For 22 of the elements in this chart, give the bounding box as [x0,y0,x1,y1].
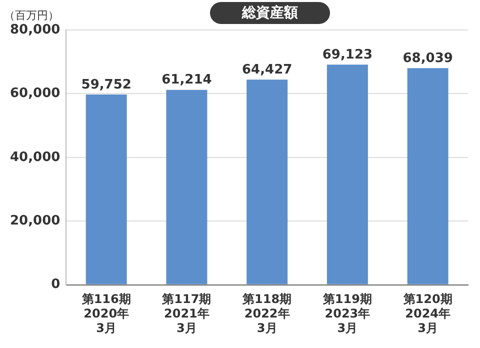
x-tick-label: 第118期 2022年 3月 [242,292,292,335]
bar [86,94,127,284]
y-tick-label: 0 [51,277,60,292]
data-label: 69,123 [322,48,373,63]
x-tick-label: 第119期 2023年 3月 [322,292,372,335]
data-label: 64,427 [242,62,292,78]
bar [407,68,448,284]
bar [166,90,208,284]
data-label: 59,752 [81,77,132,92]
data-label: 68,039 [402,50,453,66]
data-label: 61,214 [162,72,212,88]
x-tick-label: 第116期 2020年 3月 [80,292,131,335]
bar [326,64,368,284]
y-tick-label: 40,000 [10,150,60,165]
bar [246,80,288,284]
chart-title: 総資産額 [210,2,330,24]
x-tick-label: 第117期 2021年 3月 [161,292,212,335]
y-tick-label: 80,000 [10,22,60,38]
y-tick-label: 60,000 [10,86,60,102]
y-tick-label: 20,000 [10,213,60,228]
x-tick-label: 第120期 2024年 3月 [402,292,452,335]
y-axis-title: （百万円） [4,8,59,23]
